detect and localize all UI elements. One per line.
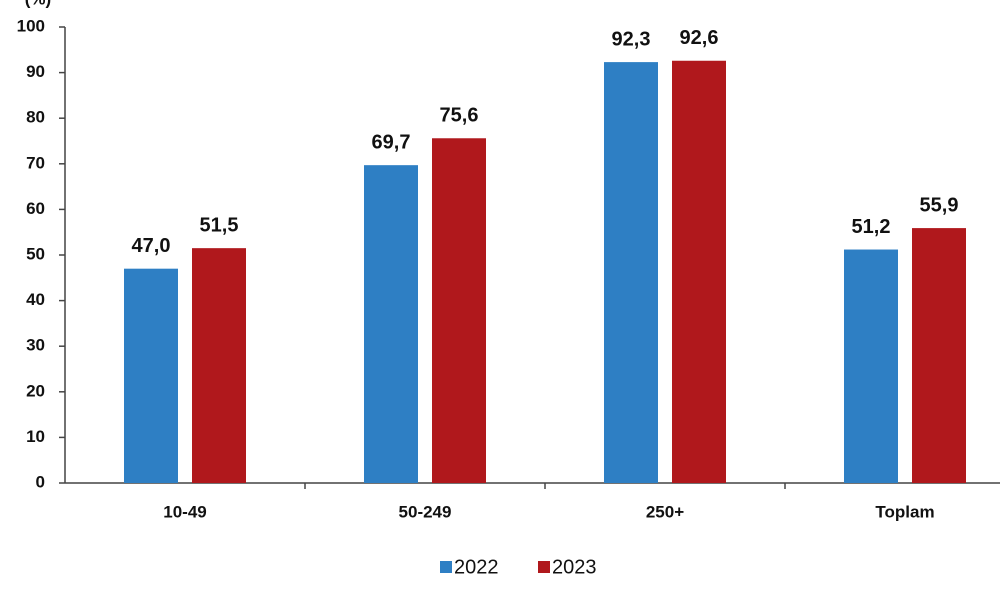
legend-swatch — [440, 561, 452, 573]
y-tick-label: 10 — [26, 427, 45, 446]
value-label: 69,7 — [372, 131, 411, 153]
value-label: 51,5 — [200, 214, 239, 236]
x-tick-label: 250+ — [646, 502, 684, 521]
x-tick-label: 50-249 — [399, 502, 452, 521]
value-label: 47,0 — [132, 235, 171, 257]
y-tick-label: 30 — [26, 336, 45, 355]
bar — [192, 248, 246, 483]
bar — [672, 60, 726, 484]
y-tick-label: 40 — [26, 290, 45, 309]
value-label: 92,3 — [612, 28, 651, 50]
y-tick-label: 90 — [26, 62, 45, 81]
bar — [912, 228, 966, 483]
value-label: 55,9 — [920, 194, 959, 216]
y-tick-label: 60 — [26, 199, 45, 218]
y-axis-label: (%) — [25, 0, 51, 8]
y-tick-label: 0 — [36, 472, 45, 491]
bar — [432, 138, 486, 483]
y-tick-label: 20 — [26, 381, 45, 400]
bar — [844, 249, 898, 483]
x-tick-label: Toplam — [875, 502, 934, 521]
y-tick-label: 50 — [26, 244, 45, 263]
x-tick-label: 10-49 — [163, 502, 206, 521]
y-tick-label: 80 — [26, 108, 45, 127]
value-label: 92,6 — [680, 27, 719, 49]
legend-label: 2023 — [552, 556, 597, 578]
legend-swatch — [538, 561, 550, 573]
y-tick-label: 70 — [26, 153, 45, 172]
bar — [124, 268, 178, 483]
y-tick-label: 100 — [17, 16, 45, 35]
value-label: 51,2 — [852, 216, 891, 238]
value-label: 75,6 — [440, 105, 479, 127]
bar — [364, 165, 418, 483]
legend-label: 2022 — [454, 556, 499, 578]
bar — [604, 62, 658, 483]
